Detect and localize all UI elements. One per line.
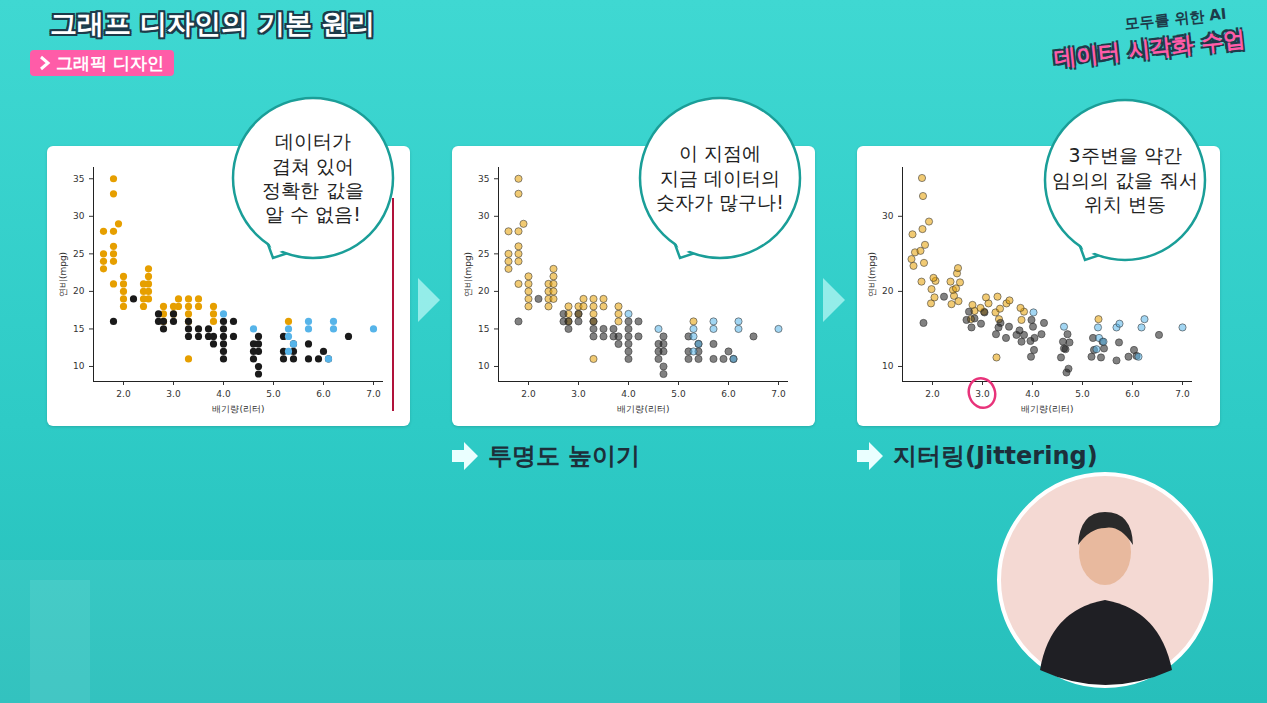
html-text:그래픽 디자인: 그래픽 디자인 — [56, 53, 164, 73]
svg-text:2.0: 2.0 — [116, 389, 131, 399]
html-text:3주변을 약간 임의의 값을 줘서 위치 변동: 3주변을 약간 임의의 값을 줘서 위치 변동 — [1052, 144, 1198, 215]
svg-text:7.0: 7.0 — [1175, 389, 1190, 399]
svg-text:4.0: 4.0 — [621, 389, 636, 399]
svg-text:5.0: 5.0 — [1075, 389, 1090, 399]
svg-text:연비(mpg): 연비(mpg) — [58, 252, 68, 297]
svg-text:3.0: 3.0 — [571, 389, 586, 399]
svg-text:3.0: 3.0 — [166, 389, 181, 399]
html-text:이 지점에 지금 데이터의 숫자가 많구나!: 이 지점에 지금 데이터의 숫자가 많구나! — [656, 142, 784, 213]
svg-text:5.0: 5.0 — [266, 389, 281, 399]
html-text:데이터 시각화 수업: 데이터 시각화 수업 — [1052, 26, 1246, 71]
svg-text:35: 35 — [73, 174, 84, 184]
svg-text:20: 20 — [478, 286, 490, 296]
svg-text:7.0: 7.0 — [771, 389, 786, 399]
svg-text:7.0: 7.0 — [366, 389, 381, 399]
svg-text:2.0: 2.0 — [521, 389, 536, 399]
svg-text:5.0: 5.0 — [671, 389, 686, 399]
svg-text:10: 10 — [478, 361, 490, 371]
svg-text:배기량(리터): 배기량(리터) — [617, 404, 669, 414]
html-text:투명도 높이기: 투명도 높이기 — [488, 442, 641, 470]
svg-text:6.0: 6.0 — [721, 389, 736, 399]
svg-text:35: 35 — [478, 174, 489, 184]
html-text:모두를 위한 AI: 모두를 위한 AI — [1123, 4, 1228, 34]
svg-text:6.0: 6.0 — [1125, 389, 1140, 399]
svg-text:15: 15 — [73, 324, 84, 334]
html-text:지터링(Jittering): 지터링(Jittering) — [893, 442, 1098, 470]
svg-text:10: 10 — [882, 361, 894, 371]
svg-text:4.0: 4.0 — [1025, 389, 1040, 399]
svg-text:30: 30 — [73, 211, 85, 221]
svg-text:10: 10 — [73, 361, 85, 371]
svg-text:배기량(리터): 배기량(리터) — [1021, 404, 1073, 414]
svg-text:배기량(리터): 배기량(리터) — [212, 404, 264, 414]
svg-text:15: 15 — [478, 324, 489, 334]
svg-text:30: 30 — [478, 211, 490, 221]
svg-text:6.0: 6.0 — [316, 389, 331, 399]
svg-text:20: 20 — [73, 286, 85, 296]
svg-text:4.0: 4.0 — [216, 389, 231, 399]
svg-text:25: 25 — [73, 249, 84, 259]
svg-text:25: 25 — [478, 249, 489, 259]
svg-text:2.0: 2.0 — [925, 389, 940, 399]
html-text:데이터가 겹쳐 있어 정확한 값을 알 수 없음!: 데이터가 겹쳐 있어 정확한 값을 알 수 없음! — [262, 130, 364, 226]
svg-text:3.0: 3.0 — [975, 389, 990, 399]
svg-text:30: 30 — [882, 211, 894, 221]
svg-text:연비(mpg): 연비(mpg) — [867, 252, 877, 297]
html-text:그래프 디자인의 기본 원리: 그래프 디자인의 기본 원리 — [50, 8, 376, 39]
svg-text:연비(mpg): 연비(mpg) — [463, 252, 473, 297]
svg-text:20: 20 — [882, 286, 894, 296]
